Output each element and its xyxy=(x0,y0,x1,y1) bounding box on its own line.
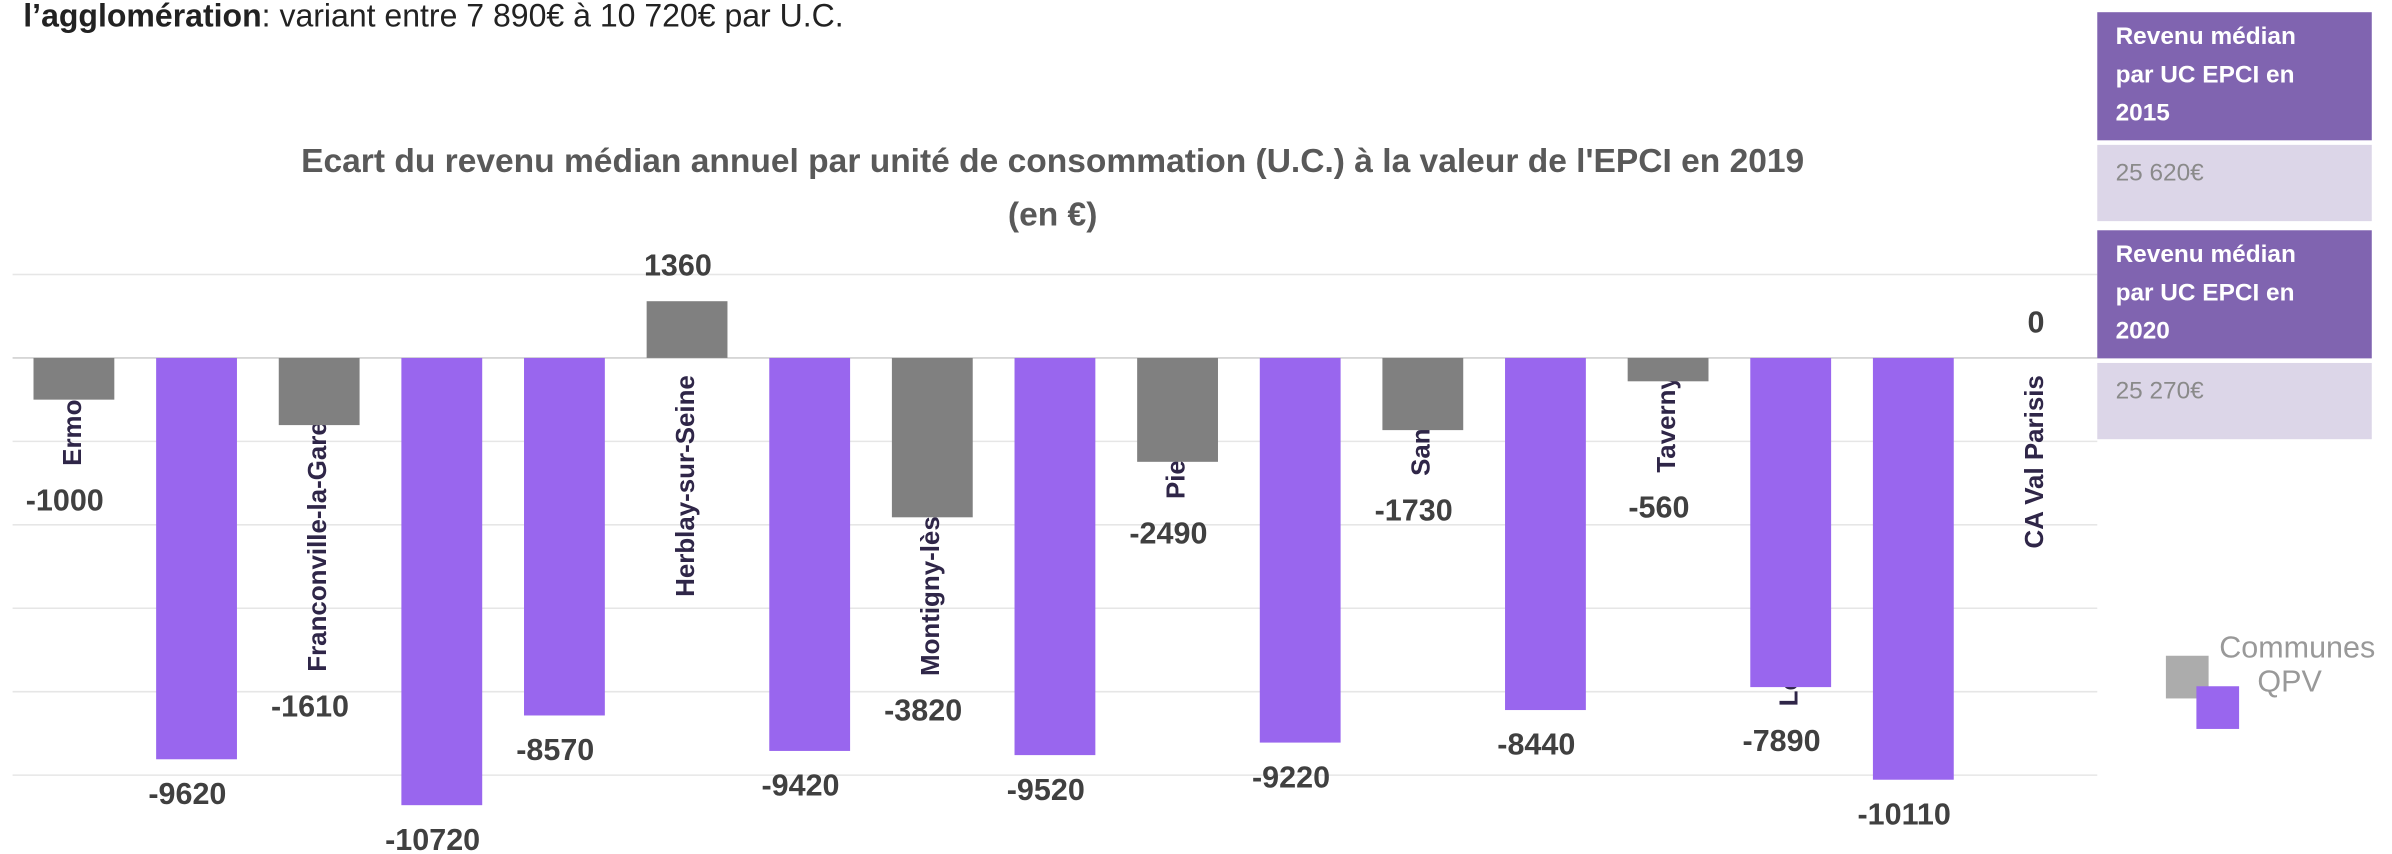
data-label: -1610 xyxy=(271,689,349,723)
data-label: -2490 xyxy=(1129,517,1207,551)
data-label: -9520 xyxy=(1007,773,1085,807)
legend-label: QPV xyxy=(2257,664,2322,698)
data-label: -9220 xyxy=(1252,760,1330,794)
panel-header xyxy=(2097,12,2372,141)
bar xyxy=(1259,357,1341,743)
bar xyxy=(278,357,360,426)
legend-swatch xyxy=(2196,686,2240,729)
bar xyxy=(769,357,851,751)
data-label: -8570 xyxy=(516,733,594,767)
data-label: 1360 xyxy=(644,249,712,283)
bar xyxy=(33,357,115,400)
panel-box xyxy=(2097,144,2372,222)
panel-box xyxy=(2097,362,2372,440)
bar xyxy=(156,357,237,760)
data-label: -560 xyxy=(1628,490,1689,524)
bar xyxy=(1137,357,1218,462)
chart-title: Ecart du revenu médian annuel par unité … xyxy=(301,143,1804,180)
data-label: -1730 xyxy=(1375,494,1453,528)
bar xyxy=(1014,357,1096,756)
bar xyxy=(1382,357,1464,431)
data-label: 0 xyxy=(2027,305,2044,339)
bar xyxy=(401,357,483,806)
annotation-text: : variant entre 7 890€ à 10 720€ par U.C… xyxy=(262,0,844,34)
data-label: -8440 xyxy=(1497,728,1575,762)
legend-label: Communes xyxy=(2219,631,2375,665)
bar xyxy=(524,357,605,716)
data-label: -9620 xyxy=(148,777,226,811)
bar xyxy=(1627,357,1709,382)
x-tick-label: Herblay-sur-Seine xyxy=(672,375,700,597)
x-tick-label: Taverny xyxy=(1653,375,1681,473)
data-label: -10110 xyxy=(1858,797,1951,831)
bar xyxy=(1750,357,1832,688)
bar xyxy=(1505,357,1586,711)
annotation-bold: l’agglomération xyxy=(23,0,261,34)
panel-value: 25 620€ xyxy=(2116,159,2205,186)
panel-label: Revenu médian par UC EPCI en 2020 xyxy=(2116,242,2296,345)
data-label: -3820 xyxy=(884,694,962,728)
panel-value: 25 270€ xyxy=(2116,377,2205,404)
annotation: l’agglomération: variant entre 7 890€ à … xyxy=(23,0,843,34)
data-label: -10720 xyxy=(385,823,480,854)
panel-label: Revenu médian par UC EPCI en 2015 xyxy=(2116,24,2296,127)
bar xyxy=(1872,357,1954,780)
data-label: -1000 xyxy=(26,483,104,517)
bar xyxy=(891,357,973,518)
chart-subtitle: (en €) xyxy=(1008,196,1097,233)
data-label: -9420 xyxy=(762,769,840,803)
data-label: -7890 xyxy=(1743,724,1821,758)
bar xyxy=(646,301,728,358)
panel-header xyxy=(2097,230,2372,359)
x-tick-label: CA Val Parisis xyxy=(2021,375,2049,548)
